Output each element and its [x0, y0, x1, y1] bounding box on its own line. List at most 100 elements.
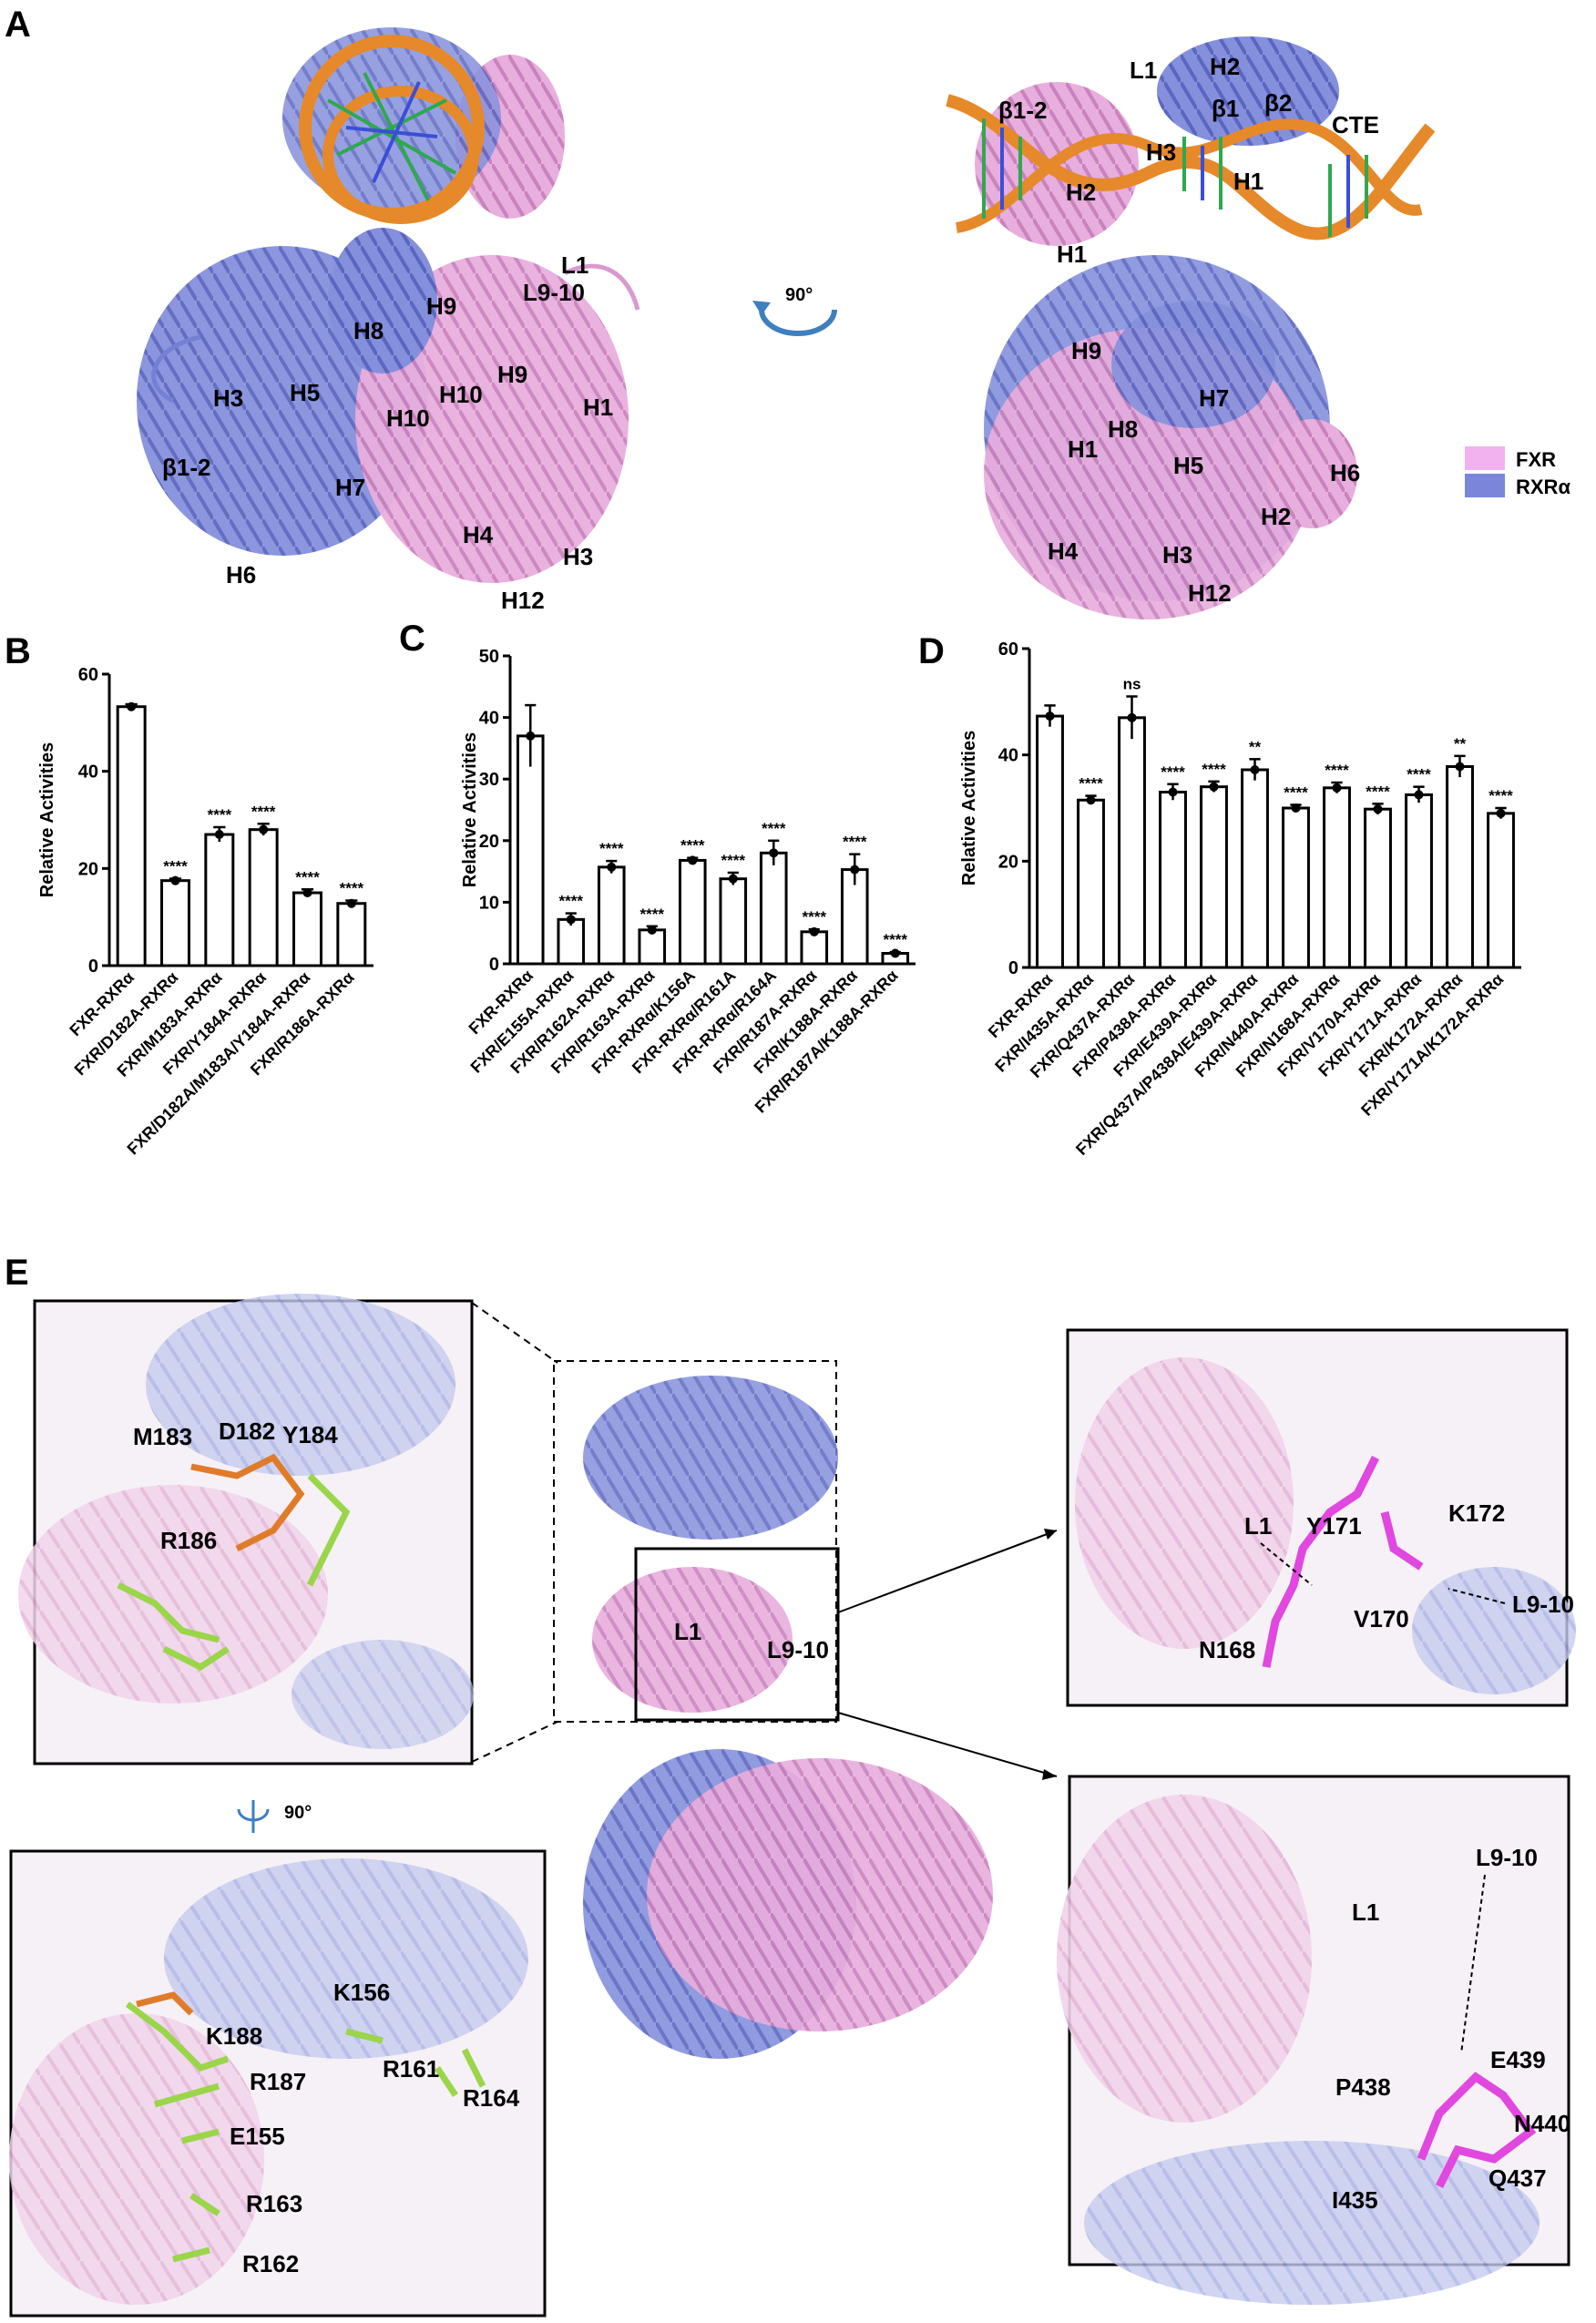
bar: [1077, 798, 1105, 969]
svg-text:K188: K188: [206, 2022, 262, 2050]
significance-label: **: [1454, 735, 1467, 752]
significance-label: ****: [1366, 783, 1390, 800]
svg-text:H3: H3: [1162, 541, 1192, 568]
svg-text:H12: H12: [1188, 579, 1232, 607]
bar: [1036, 714, 1064, 969]
svg-text:H2: H2: [1210, 53, 1240, 80]
svg-text:H6: H6: [1330, 459, 1360, 486]
data-point: [302, 888, 312, 897]
svg-text:I435: I435: [1332, 2186, 1378, 2214]
svg-text:H6: H6: [226, 561, 256, 588]
y-tick-label: 20: [479, 832, 499, 852]
rotation-arrow-e: 90°: [237, 1800, 312, 1833]
bar: [116, 705, 147, 967]
y-tick-label: 30: [479, 770, 499, 790]
svg-text:V170: V170: [1354, 1605, 1409, 1632]
svg-text:H3: H3: [1146, 138, 1176, 166]
bar: [597, 865, 626, 966]
svg-text:H1: H1: [1068, 435, 1098, 463]
legend-swatch-rxr: [1465, 474, 1505, 497]
significance-label: ****: [295, 868, 320, 885]
y-tick-label: 0: [489, 955, 499, 975]
svg-text:R186: R186: [160, 1527, 217, 1554]
svg-text:L1: L1: [1352, 1898, 1379, 1926]
svg-text:Y184: Y184: [282, 1421, 338, 1448]
svg-text:H8: H8: [1108, 415, 1138, 443]
significance-label: ****: [803, 908, 827, 926]
legend-label-rxr: RXRα: [1516, 476, 1570, 498]
svg-text:R162: R162: [242, 2250, 299, 2277]
svg-text:L9-10: L9-10: [1476, 1844, 1538, 1871]
panel-label-b: B: [5, 631, 31, 671]
significance-label: ****: [208, 806, 232, 824]
significance-label: ****: [1407, 766, 1431, 783]
bar: [1323, 786, 1351, 969]
data-point: [1250, 765, 1260, 774]
bar: [1487, 812, 1515, 969]
svg-text:L9-10: L9-10: [1512, 1591, 1574, 1618]
bar: [759, 851, 788, 966]
svg-text:H1: H1: [1233, 168, 1264, 195]
svg-text:90°: 90°: [284, 1803, 312, 1823]
data-point: [214, 830, 224, 839]
significance-label: ****: [884, 931, 908, 948]
dashed-connector: [471, 1302, 558, 1763]
rotation-arrow-a: 90°: [752, 285, 837, 336]
svg-text:H5: H5: [290, 379, 320, 406]
panel-a-right-labels: L1 H2 β1 β2 CTE β1-2 H3 H2 H1 H1 H9 H7 H…: [998, 53, 1379, 607]
y-tick-label: 60: [998, 640, 1018, 660]
y-tick-label: 40: [479, 709, 499, 729]
svg-text:H2: H2: [1261, 503, 1291, 530]
y-axis-label: Relative Activities: [959, 731, 979, 885]
data-point: [1373, 804, 1383, 814]
data-point: [127, 701, 137, 711]
svg-text:L1: L1: [1244, 1512, 1272, 1540]
data-point: [1168, 787, 1178, 797]
bar: [638, 928, 667, 966]
svg-text:H9: H9: [1071, 337, 1101, 364]
panel-a-left-labels: H3 H5 H8 H9 L1 L9-10 H10 H10 H9 H1 H7 β1…: [162, 251, 613, 614]
center-structure: L1 L9-10: [553, 1360, 1058, 2059]
svg-text:L9-10: L9-10: [767, 1636, 829, 1663]
significance-label: ****: [599, 840, 624, 857]
y-axis-label: Relative Activities: [37, 742, 57, 897]
significance-label: ****: [1284, 784, 1308, 802]
y-tick-label: 0: [1008, 958, 1018, 978]
inset-top-left: M183 D182 Y184 R186: [18, 1294, 474, 1765]
svg-text:H12: H12: [501, 587, 545, 614]
significance-label: ****: [163, 858, 188, 875]
bar: [719, 877, 748, 966]
data-point: [526, 731, 536, 741]
legend-swatch-fxr: [1465, 446, 1505, 470]
data-point: [1086, 795, 1096, 805]
significance-label: ****: [251, 803, 276, 820]
data-point: [1496, 808, 1506, 818]
significance-label: ns: [1123, 676, 1141, 693]
bar: [336, 902, 367, 967]
y-axis-label: Relative Activities: [460, 732, 480, 887]
svg-text:L1: L1: [1130, 56, 1157, 84]
svg-text:R187: R187: [250, 2068, 306, 2095]
svg-text:β1-2: β1-2: [998, 97, 1047, 124]
y-tick-label: 50: [479, 647, 499, 667]
svg-text:H2: H2: [1066, 179, 1096, 206]
svg-text:H4: H4: [463, 521, 494, 548]
bar: [1405, 793, 1433, 969]
bar: [557, 917, 586, 966]
svg-text:CTE: CTE: [1332, 111, 1379, 138]
bar: [204, 833, 235, 967]
svg-text:β1-2: β1-2: [162, 454, 210, 481]
svg-text:H5: H5: [1173, 452, 1203, 479]
significance-label: ****: [1161, 763, 1185, 781]
bar: [248, 828, 279, 967]
significance-label: ****: [559, 893, 584, 910]
panel-label-d: D: [918, 631, 945, 671]
bar: [1200, 785, 1228, 969]
data-point: [1332, 783, 1342, 793]
y-tick-label: 60: [78, 665, 98, 685]
data-point: [259, 824, 269, 834]
panel-label-e: E: [5, 1253, 29, 1293]
y-tick-label: 20: [998, 852, 1018, 872]
bar: [1118, 716, 1146, 969]
